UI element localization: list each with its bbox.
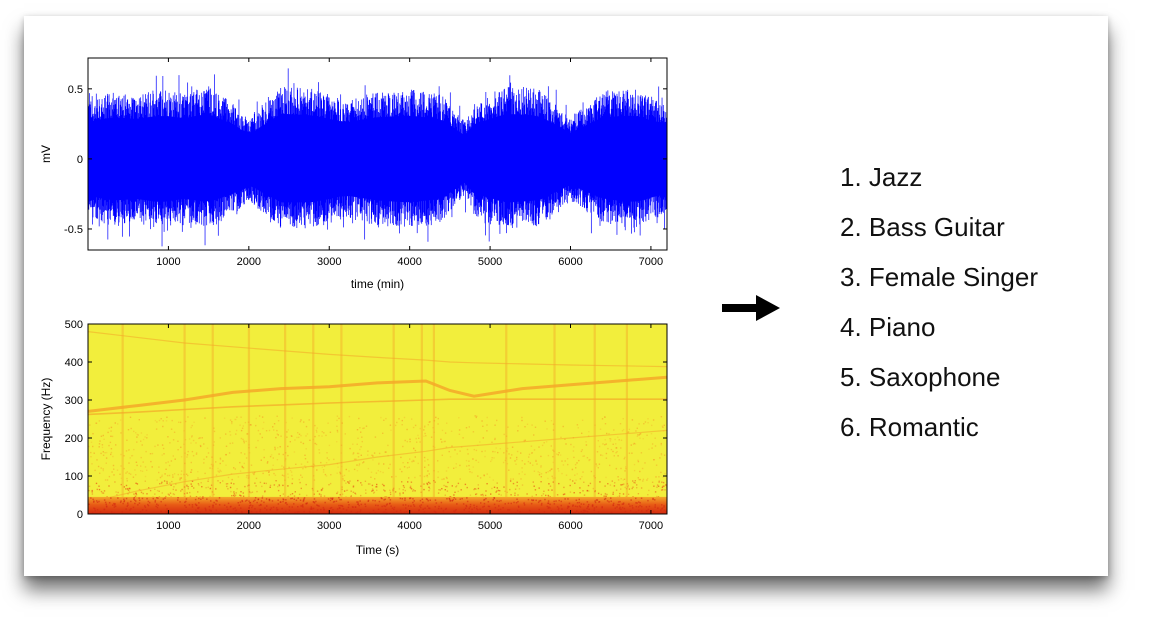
x-tick-label: 3000: [317, 520, 341, 532]
genre-label-list: 1. Jazz 2. Bass Guitar 3. Female Singer …: [840, 152, 1038, 452]
right-arrow-icon: [722, 295, 780, 321]
spectrogram-streak: [625, 324, 628, 514]
waveform-plot-frame: [87, 57, 668, 251]
waveform-y-label: mV: [39, 145, 53, 163]
x-tick-label: 1000: [156, 520, 180, 532]
spectrogram-streak: [420, 324, 423, 514]
x-tick-label: 1000: [156, 256, 180, 268]
y-tick-label: 100: [65, 471, 83, 483]
x-tick-label: 2000: [237, 256, 261, 268]
y-tick-label: 300: [65, 395, 83, 407]
spectrogram-background: [88, 324, 667, 514]
spectrogram-streak: [593, 324, 596, 514]
spectrogram-streak: [183, 324, 186, 514]
spectrogram-streak: [432, 324, 435, 514]
x-tick-label: 7000: [639, 520, 663, 532]
spectrogram-streak: [312, 324, 315, 514]
y-tick-label: -0.5: [64, 224, 83, 236]
genre-label: 3. Female Singer: [840, 262, 1038, 292]
y-tick-label: 400: [65, 357, 83, 369]
spectrogram-plot-frame: [87, 323, 668, 515]
spectrogram-streak: [340, 324, 343, 514]
spectrogram-streak: [247, 324, 251, 514]
x-tick-label: 5000: [478, 256, 502, 268]
waveform-chart: 1000 2000 3000 4000 5000 6000 7000 -0.5 0 0.5 tim…: [39, 57, 668, 291]
genre-label: 2. Bass Guitar: [840, 212, 1005, 242]
spectrogram-streak: [505, 324, 508, 514]
x-tick-label: 5000: [478, 520, 502, 532]
harmonic-line: [88, 331, 667, 368]
genre-label: 5. Saxophone: [840, 362, 1001, 392]
spectrogram-streak: [121, 324, 124, 514]
spectrogram-y-label: Frequency (Hz): [39, 378, 53, 461]
x-tick-label: 4000: [397, 256, 421, 268]
waveform-core: [88, 113, 667, 203]
y-tick-label: 500: [65, 319, 83, 331]
x-tick-label: 6000: [558, 520, 582, 532]
spectrogram-streak: [392, 324, 395, 514]
spectrogram-x-label: Time (s): [356, 543, 400, 557]
x-tick-label: 7000: [639, 256, 663, 268]
y-tick-label: 0: [77, 154, 83, 166]
harmonic-line: [88, 375, 667, 413]
y-tick-label: 0: [77, 509, 83, 521]
harmonic-line: [88, 398, 667, 416]
spectrogram-chart: 1000 2000 3000 4000 5000 6000 7000 0 100 200 300 40…: [39, 319, 668, 557]
genre-label: 4. Piano: [840, 312, 936, 342]
y-tick-label: 0.5: [68, 84, 83, 96]
spectrogram-streak: [553, 324, 556, 514]
spectrogram-streak: [284, 324, 287, 514]
harmonic-line: [88, 429, 667, 504]
x-tick-label: 2000: [237, 520, 261, 532]
genre-label: 1. Jazz: [840, 162, 923, 192]
x-tick-label: 6000: [558, 256, 582, 268]
spectrogram-streak: [211, 324, 214, 514]
x-tick-label: 4000: [397, 520, 421, 532]
waveform-x-label: time (min): [351, 277, 404, 291]
y-tick-label: 200: [65, 433, 83, 445]
genre-label: 6. Romantic: [840, 412, 979, 442]
x-tick-label: 3000: [317, 256, 341, 268]
